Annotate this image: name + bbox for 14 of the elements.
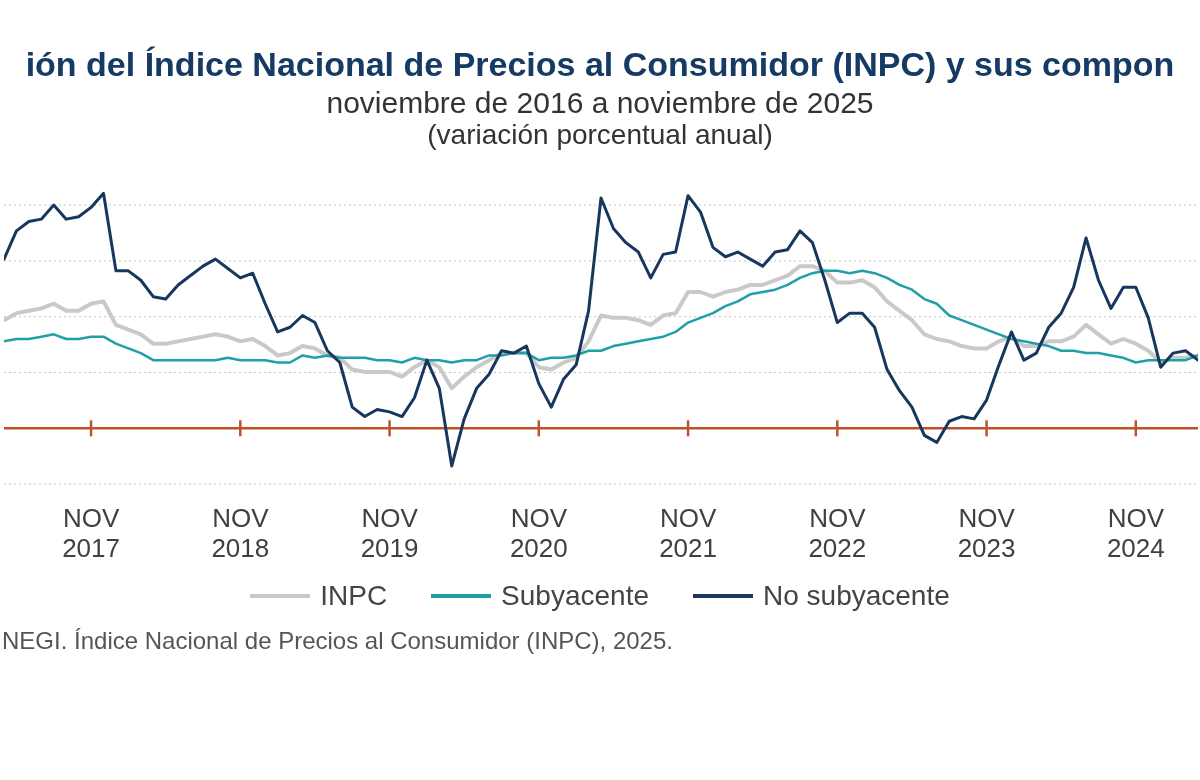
- chart-subtitle: noviembre de 2016 a noviembre de 2025 (variación porcentual anual): [325, 86, 875, 152]
- legend-label: INPC: [320, 580, 388, 612]
- x-tick-label: NOV 2022: [808, 503, 867, 563]
- x-tick-label: NOV 2021: [659, 503, 717, 563]
- x-tick-label: NOV 2020: [509, 503, 568, 563]
- text: NEGI. Índice Nacional de Precios al Consumidor (INPC), 2025.: [2, 626, 673, 656]
- legend-label: No subyacente: [763, 580, 950, 612]
- x-tick-label: NOV 2024: [1106, 503, 1165, 563]
- x-tick-label: NOV 2023: [957, 503, 1016, 563]
- x-tick-label: NOV 2018: [211, 503, 270, 563]
- legend-label: Subyacente: [501, 580, 649, 612]
- x-tick-label: NOV 2019: [360, 503, 419, 563]
- x-tick-label: NOV 2017: [62, 503, 120, 563]
- chart-title: ión del Índice Nacional de Precios al Consumidor (INPC) y sus compon: [24, 44, 1176, 84]
